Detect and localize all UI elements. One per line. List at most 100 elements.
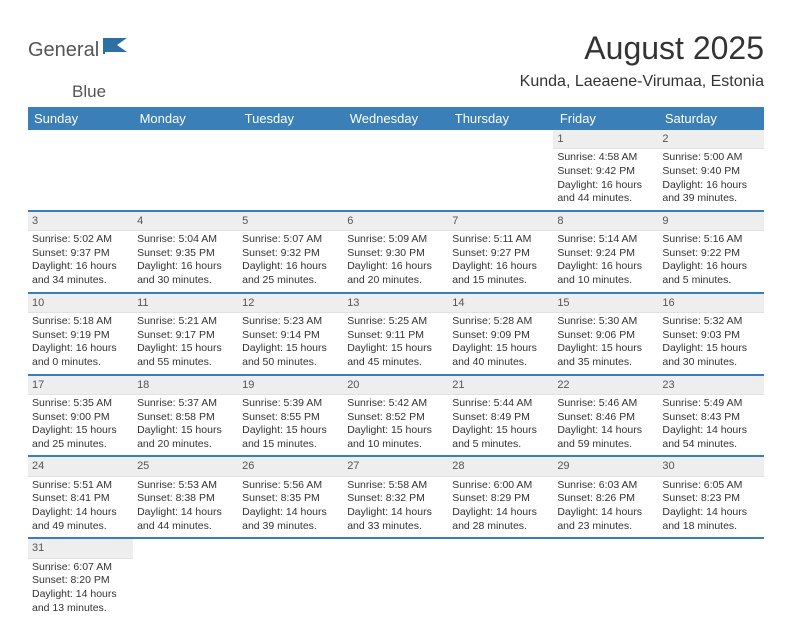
sunset-text: Sunset: 8:23 PM — [662, 492, 759, 506]
daylight-text-1: Daylight: 14 hours — [557, 424, 654, 438]
sunrise-text: Sunrise: 5:23 AM — [242, 315, 339, 329]
sunrise-text: Sunrise: 6:03 AM — [557, 479, 654, 493]
day-number: 4 — [133, 212, 238, 231]
day-number: 28 — [448, 457, 553, 476]
day-details: Sunrise: 5:53 AMSunset: 8:38 PMDaylight:… — [133, 477, 238, 538]
calendar-cell: 21Sunrise: 5:44 AMSunset: 8:49 PMDayligh… — [448, 375, 553, 457]
calendar-cell: 6Sunrise: 5:09 AMSunset: 9:30 PMDaylight… — [343, 211, 448, 293]
daylight-text-1: Daylight: 14 hours — [662, 506, 759, 520]
day-number: 17 — [28, 376, 133, 395]
day-number: 2 — [658, 130, 763, 149]
day-number: 5 — [238, 212, 343, 231]
calendar-row: 1Sunrise: 4:58 AMSunset: 9:42 PMDaylight… — [28, 130, 764, 211]
day-details: Sunrise: 5:44 AMSunset: 8:49 PMDaylight:… — [448, 395, 553, 456]
day-details: Sunrise: 5:07 AMSunset: 9:32 PMDaylight:… — [238, 231, 343, 292]
sunrise-text: Sunrise: 5:49 AM — [662, 397, 759, 411]
sunset-text: Sunset: 9:42 PM — [557, 165, 654, 179]
sunset-text: Sunset: 8:38 PM — [137, 492, 234, 506]
brand-name-b: Blue — [72, 83, 106, 100]
day-number: 6 — [343, 212, 448, 231]
calendar-row: 10Sunrise: 5:18 AMSunset: 9:19 PMDayligh… — [28, 293, 764, 375]
daylight-text-2: and 10 minutes. — [557, 274, 654, 288]
daylight-text-2: and 28 minutes. — [452, 520, 549, 534]
daylight-text-2: and 15 minutes. — [242, 438, 339, 452]
calendar-cell: 5Sunrise: 5:07 AMSunset: 9:32 PMDaylight… — [238, 211, 343, 293]
calendar-cell: 23Sunrise: 5:49 AMSunset: 8:43 PMDayligh… — [658, 375, 763, 457]
daylight-text-2: and 44 minutes. — [137, 520, 234, 534]
daylight-text-1: Daylight: 15 hours — [347, 342, 444, 356]
calendar-cell: 10Sunrise: 5:18 AMSunset: 9:19 PMDayligh… — [28, 293, 133, 375]
day-details: Sunrise: 5:32 AMSunset: 9:03 PMDaylight:… — [658, 313, 763, 374]
daylight-text-2: and 39 minutes. — [242, 520, 339, 534]
sunset-text: Sunset: 9:09 PM — [452, 329, 549, 343]
daylight-text-1: Daylight: 14 hours — [557, 506, 654, 520]
day-number: 12 — [238, 294, 343, 313]
daylight-text-1: Daylight: 16 hours — [662, 260, 759, 274]
sunset-text: Sunset: 8:26 PM — [557, 492, 654, 506]
sunset-text: Sunset: 8:46 PM — [557, 411, 654, 425]
sunset-text: Sunset: 9:00 PM — [32, 411, 129, 425]
daylight-text-1: Daylight: 15 hours — [557, 342, 654, 356]
col-saturday: Saturday — [658, 107, 763, 130]
col-tuesday: Tuesday — [238, 107, 343, 130]
sunset-text: Sunset: 9:17 PM — [137, 329, 234, 343]
sunrise-text: Sunrise: 5:53 AM — [137, 479, 234, 493]
daylight-text-2: and 44 minutes. — [557, 192, 654, 206]
sunset-text: Sunset: 9:03 PM — [662, 329, 759, 343]
daylight-text-1: Daylight: 14 hours — [452, 506, 549, 520]
sunrise-text: Sunrise: 5:35 AM — [32, 397, 129, 411]
calendar-cell: 11Sunrise: 5:21 AMSunset: 9:17 PMDayligh… — [133, 293, 238, 375]
daylight-text-1: Daylight: 16 hours — [557, 260, 654, 274]
calendar-cell: 12Sunrise: 5:23 AMSunset: 9:14 PMDayligh… — [238, 293, 343, 375]
sunrise-text: Sunrise: 5:07 AM — [242, 233, 339, 247]
calendar-cell: 1Sunrise: 4:58 AMSunset: 9:42 PMDaylight… — [553, 130, 658, 211]
day-details: Sunrise: 5:25 AMSunset: 9:11 PMDaylight:… — [343, 313, 448, 374]
sunrise-text: Sunrise: 5:04 AM — [137, 233, 234, 247]
sunset-text: Sunset: 8:55 PM — [242, 411, 339, 425]
calendar-cell: 4Sunrise: 5:04 AMSunset: 9:35 PMDaylight… — [133, 211, 238, 293]
calendar-cell — [553, 538, 658, 619]
sunset-text: Sunset: 9:14 PM — [242, 329, 339, 343]
daylight-text-1: Daylight: 15 hours — [347, 424, 444, 438]
sunrise-text: Sunrise: 5:21 AM — [137, 315, 234, 329]
calendar-cell: 9Sunrise: 5:16 AMSunset: 9:22 PMDaylight… — [658, 211, 763, 293]
daylight-text-1: Daylight: 15 hours — [242, 424, 339, 438]
day-details: Sunrise: 6:07 AMSunset: 8:20 PMDaylight:… — [28, 559, 133, 619]
flag-icon — [103, 36, 131, 59]
day-details: Sunrise: 6:03 AMSunset: 8:26 PMDaylight:… — [553, 477, 658, 538]
calendar-cell: 27Sunrise: 5:58 AMSunset: 8:32 PMDayligh… — [343, 456, 448, 538]
day-details: Sunrise: 5:42 AMSunset: 8:52 PMDaylight:… — [343, 395, 448, 456]
daylight-text-2: and 35 minutes. — [557, 356, 654, 370]
calendar-cell — [448, 130, 553, 211]
day-details: Sunrise: 5:30 AMSunset: 9:06 PMDaylight:… — [553, 313, 658, 374]
page-header: General August 2025 Kunda, Laeaene-Virum… — [28, 30, 764, 91]
daylight-text-2: and 50 minutes. — [242, 356, 339, 370]
sunset-text: Sunset: 8:49 PM — [452, 411, 549, 425]
day-details: Sunrise: 5:21 AMSunset: 9:17 PMDaylight:… — [133, 313, 238, 374]
day-number: 1 — [553, 130, 658, 149]
sunset-text: Sunset: 8:58 PM — [137, 411, 234, 425]
sunrise-text: Sunrise: 5:09 AM — [347, 233, 444, 247]
calendar-cell: 18Sunrise: 5:37 AMSunset: 8:58 PMDayligh… — [133, 375, 238, 457]
calendar-cell: 30Sunrise: 6:05 AMSunset: 8:23 PMDayligh… — [658, 456, 763, 538]
daylight-text-2: and 20 minutes. — [347, 274, 444, 288]
day-number: 26 — [238, 457, 343, 476]
day-number: 16 — [658, 294, 763, 313]
calendar-cell: 14Sunrise: 5:28 AMSunset: 9:09 PMDayligh… — [448, 293, 553, 375]
day-number: 22 — [553, 376, 658, 395]
calendar-cell — [133, 538, 238, 619]
sunset-text: Sunset: 8:32 PM — [347, 492, 444, 506]
sunrise-text: Sunrise: 5:28 AM — [452, 315, 549, 329]
day-details: Sunrise: 5:02 AMSunset: 9:37 PMDaylight:… — [28, 231, 133, 292]
daylight-text-2: and 55 minutes. — [137, 356, 234, 370]
col-friday: Friday — [553, 107, 658, 130]
daylight-text-2: and 25 minutes. — [32, 438, 129, 452]
sunrise-text: Sunrise: 5:11 AM — [452, 233, 549, 247]
daylight-text-1: Daylight: 16 hours — [452, 260, 549, 274]
sunrise-text: Sunrise: 5:58 AM — [347, 479, 444, 493]
day-details: Sunrise: 5:58 AMSunset: 8:32 PMDaylight:… — [343, 477, 448, 538]
day-number: 13 — [343, 294, 448, 313]
sunset-text: Sunset: 9:19 PM — [32, 329, 129, 343]
day-details: Sunrise: 5:11 AMSunset: 9:27 PMDaylight:… — [448, 231, 553, 292]
col-thursday: Thursday — [448, 107, 553, 130]
